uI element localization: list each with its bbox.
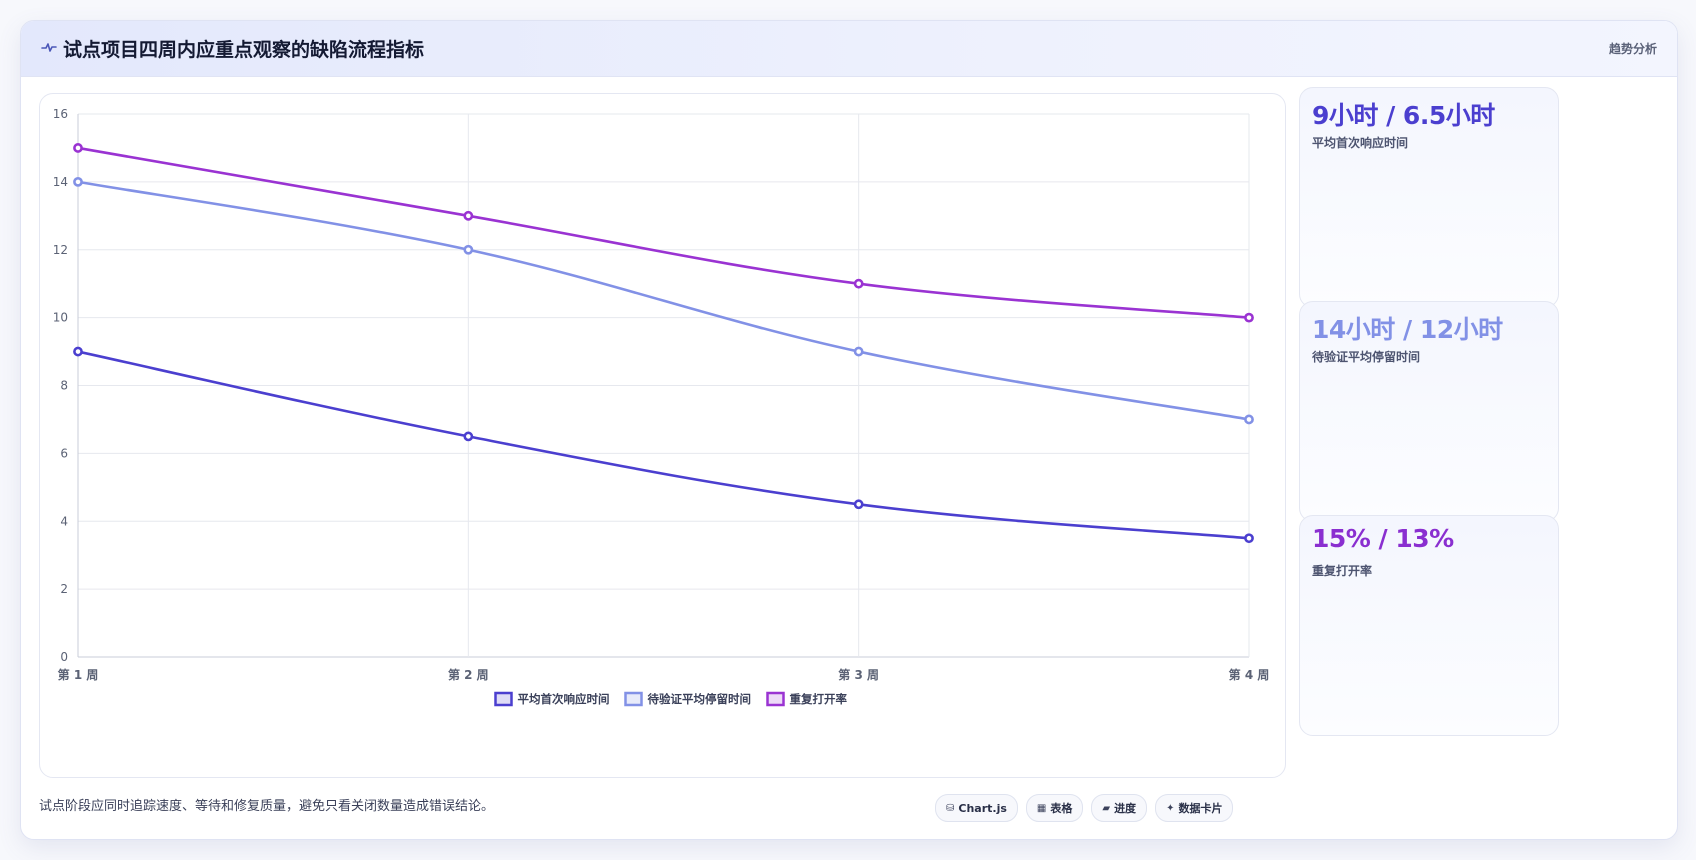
page-title: 试点项目四周内应重点观察的缺陷流程指标 (63, 39, 425, 61)
data-point (853, 499, 864, 510)
data-point (1244, 312, 1254, 323)
chip-table[interactable]: ▦ 表格 (1025, 794, 1084, 822)
legend-label: 重复打开率 (790, 692, 848, 706)
sparkle-icon: ✦ (1166, 802, 1175, 814)
trend-analysis-tag: 趋势分析 (1608, 42, 1657, 56)
data-point (853, 346, 864, 357)
dashboard-card: 试点项目四周内应重点观察的缺陷流程指标 趋势分析 0 2 4 6 8 10 12 14 16 第 … (20, 20, 1678, 840)
metric-value: 9小时 / 6.5小时 (1312, 101, 1495, 130)
legend-label: 平均首次响应时间 (518, 692, 610, 706)
y-tick-label: 16 (53, 107, 68, 121)
chart-icon: ⛁ (946, 802, 955, 814)
progress-icon: ▰ (1102, 802, 1111, 814)
chip-label: 表格 (1050, 802, 1073, 815)
y-tick-label: 4 (60, 514, 68, 528)
data-point (73, 176, 83, 187)
data-point (463, 210, 474, 221)
table-icon: ▦ (1036, 802, 1047, 814)
data-point (463, 431, 474, 442)
x-tick-label: 第 4 周 (1229, 667, 1270, 682)
metric-label: 重复打开率 (1312, 564, 1373, 578)
chart-panel: 0 2 4 6 8 10 12 14 16 第 1 周 第 2 周 第 3 周 第 4 周平均首次响应时… (39, 93, 1286, 778)
legend-label: 待验证平均停留时间 (648, 692, 752, 706)
chip-chartjs[interactable]: ⛁ Chart.js (935, 794, 1018, 822)
x-tick-label: 第 2 周 (448, 667, 489, 682)
y-tick-label: 0 (60, 650, 68, 664)
data-point (853, 278, 864, 289)
metric-label: 待验证平均停留时间 (1312, 350, 1421, 364)
chip-data-cards[interactable]: ✦ 数据卡片 (1155, 794, 1234, 822)
y-tick-label: 8 (60, 379, 68, 393)
metric-value: 15% / 13% (1312, 524, 1454, 553)
chip-label: Chart.js (958, 801, 1007, 815)
y-tick-label: 12 (53, 243, 68, 257)
series-line (77, 350, 1250, 540)
metric-card-reopen: 15% / 13% 重复打开率 (1299, 515, 1559, 736)
x-tick-label: 第 3 周 (838, 667, 879, 682)
chip-group: ⛁ Chart.js ▦ 表格 ▰ 进度 ✦ 数据卡片 (935, 794, 1234, 822)
x-tick-label: 第 1 周 (58, 667, 99, 682)
metric-value: 14小时 / 12小时 (1312, 315, 1503, 344)
y-tick-label: 2 (60, 582, 68, 596)
metric-card-pending: 14小时 / 12小时 待验证平均停留时间 (1299, 301, 1559, 522)
metric-label: 平均首次响应时间 (1312, 136, 1409, 150)
legend-swatch (494, 691, 513, 707)
data-point (463, 244, 474, 255)
chip-label: 进度 (1114, 802, 1137, 815)
data-point (1244, 414, 1254, 425)
pulse-icon (41, 43, 57, 52)
data-point (1244, 533, 1254, 544)
legend-swatch (624, 691, 643, 707)
data-point (73, 346, 83, 357)
chip-label: 数据卡片 (1178, 802, 1223, 815)
card-header: 试点项目四周内应重点观察的缺陷流程指标 趋势分析 (21, 21, 1677, 77)
footer-note: 试点阶段应同时追踪速度、等待和修复质量，避免只看关闭数量造成错误结论。 (39, 799, 495, 814)
series-line (77, 146, 1250, 319)
legend-swatch (766, 691, 785, 707)
line-chart: 0 2 4 6 8 10 12 14 16 第 1 周 第 2 周 第 3 周 第 4 周平均首次响应时… (53, 107, 1270, 707)
y-tick-label: 10 (53, 311, 68, 325)
y-tick-label: 14 (53, 175, 68, 189)
chip-progress[interactable]: ▰ 进度 (1091, 794, 1148, 822)
series-line (77, 180, 1250, 421)
metric-card-response: 9小时 / 6.5小时 平均首次响应时间 (1299, 87, 1559, 308)
y-tick-label: 6 (60, 446, 68, 460)
data-point (73, 143, 83, 153)
